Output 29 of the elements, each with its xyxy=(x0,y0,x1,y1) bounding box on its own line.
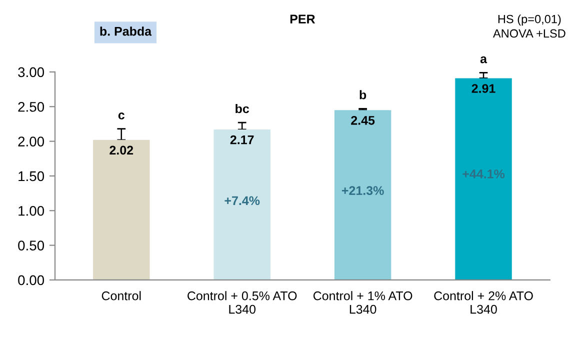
annotation: +21.3% xyxy=(342,186,384,195)
y-tick-label: 1.00 xyxy=(18,206,44,216)
annotation: +44.1% xyxy=(462,170,505,178)
data-label: 2.02 xyxy=(110,146,134,155)
bar xyxy=(334,110,392,280)
y-tick-label: 3.00 xyxy=(18,67,44,78)
bar xyxy=(455,78,512,280)
data-label: 2.45 xyxy=(351,116,375,125)
annotation: +7.4% xyxy=(224,196,260,206)
bar xyxy=(93,140,150,280)
y-tick-label: 2.00 xyxy=(18,136,44,146)
data-label: 2.91 xyxy=(472,84,496,93)
bar xyxy=(214,130,270,280)
y-tick-label: 1.50 xyxy=(18,171,44,182)
y-tick-label: 0.50 xyxy=(18,240,44,250)
x-tick-label: Control + 2% ATO L340 xyxy=(434,291,533,314)
annotation: bc xyxy=(236,104,250,114)
data-label: 2.17 xyxy=(230,135,254,144)
text: HS (p=0,01) ANOVA +LSD xyxy=(492,14,566,38)
text: a xyxy=(480,56,488,64)
text: b. Pabda xyxy=(100,26,152,36)
x-tick-label: Control + 1% ATO L340 xyxy=(313,291,412,314)
annotation: b xyxy=(360,90,366,100)
chart-title: PER xyxy=(290,14,316,24)
annotation: c xyxy=(118,112,124,120)
x-tick-label: Control + 0.5% ATO L340 xyxy=(188,291,297,314)
x-tick-label: Control xyxy=(102,291,141,300)
y-tick-label: 2.50 xyxy=(18,102,44,112)
y-tick-label: 0.00 xyxy=(18,275,44,286)
